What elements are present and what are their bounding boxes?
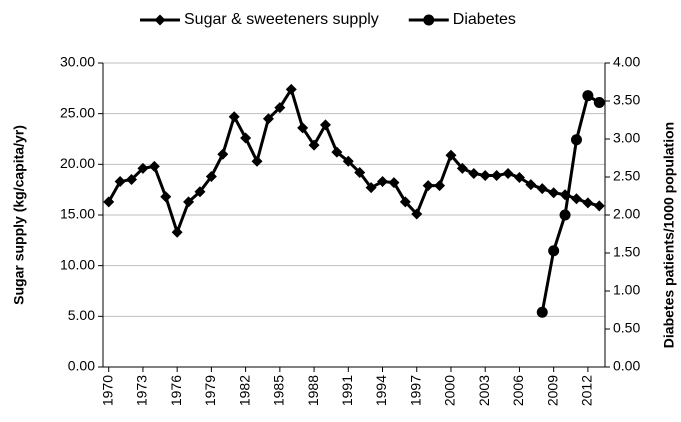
data-point bbox=[160, 191, 172, 203]
data-point bbox=[103, 196, 115, 208]
x-tick-label: 1991 bbox=[339, 375, 355, 406]
data-point bbox=[422, 180, 434, 192]
data-point bbox=[491, 169, 503, 181]
x-tick-label: 1970 bbox=[99, 375, 115, 406]
data-point bbox=[593, 97, 605, 109]
data-point bbox=[274, 102, 286, 114]
data-point bbox=[354, 166, 366, 178]
data-point bbox=[342, 155, 354, 167]
data-point bbox=[240, 132, 252, 144]
x-tick-label: 1976 bbox=[168, 375, 184, 406]
y-axis-title: Sugar supply (kg/capita/yr) bbox=[11, 125, 27, 305]
data-point bbox=[525, 179, 537, 191]
data-point bbox=[434, 180, 446, 192]
data-point bbox=[570, 134, 582, 146]
data-point bbox=[548, 245, 560, 257]
y2-tick-label: 0.50 bbox=[613, 320, 640, 336]
data-point bbox=[388, 177, 400, 189]
y2-tick-label: 3.50 bbox=[613, 92, 640, 108]
legend-label: Diabetes bbox=[453, 11, 516, 28]
x-tick-label: 2006 bbox=[510, 375, 526, 406]
data-point bbox=[297, 122, 309, 134]
data-point bbox=[228, 111, 240, 123]
data-point bbox=[536, 306, 548, 318]
data-point bbox=[570, 193, 582, 205]
data-point bbox=[399, 196, 411, 208]
data-point bbox=[331, 146, 343, 158]
y2-axis-title: Diabetes patients/1000 population bbox=[661, 122, 677, 348]
data-point bbox=[479, 169, 491, 181]
data-point bbox=[468, 167, 480, 179]
data-point bbox=[262, 113, 274, 125]
data-point bbox=[114, 176, 126, 188]
y2-tick-label: 1.00 bbox=[613, 282, 640, 298]
data-point bbox=[377, 176, 389, 188]
y2-tick-label: 2.00 bbox=[613, 206, 640, 222]
data-point bbox=[536, 183, 548, 195]
x-tick-label: 1979 bbox=[202, 375, 218, 406]
series-line bbox=[107, 85, 600, 237]
y2-tick-label: 0.00 bbox=[613, 358, 640, 374]
y-tick-label: 10.00 bbox=[60, 256, 95, 272]
x-tick-label: 1982 bbox=[236, 375, 252, 406]
x-tick-label: 1997 bbox=[407, 375, 423, 406]
y-tick-label: 15.00 bbox=[60, 206, 95, 222]
y-tick-label: 25.00 bbox=[60, 104, 95, 120]
data-point bbox=[148, 160, 160, 172]
x-tick-label: 2009 bbox=[544, 375, 560, 406]
y-tick-label: 5.00 bbox=[68, 307, 95, 323]
data-point bbox=[502, 167, 514, 179]
data-point bbox=[365, 182, 377, 194]
data-point bbox=[217, 148, 229, 160]
data-point bbox=[593, 200, 605, 212]
data-point bbox=[251, 155, 263, 167]
x-tick-label: 2000 bbox=[442, 375, 458, 406]
legend-label: Sugar & sweeteners supply bbox=[184, 11, 379, 28]
y2-tick-label: 3.00 bbox=[613, 130, 640, 146]
data-point bbox=[194, 186, 206, 198]
legend-marker bbox=[423, 14, 435, 26]
data-point bbox=[319, 119, 331, 131]
data-point bbox=[445, 149, 457, 161]
x-tick-label: 2012 bbox=[579, 375, 595, 406]
y2-tick-label: 4.00 bbox=[613, 54, 640, 70]
y-tick-label: 0.00 bbox=[68, 358, 95, 374]
data-point bbox=[137, 162, 149, 174]
x-tick-label: 1973 bbox=[134, 375, 150, 406]
data-point bbox=[171, 226, 183, 238]
x-tick-label: 1994 bbox=[373, 375, 389, 406]
data-point bbox=[456, 162, 468, 174]
data-point bbox=[548, 187, 560, 199]
data-point bbox=[308, 139, 320, 151]
y-tick-label: 30.00 bbox=[60, 54, 95, 70]
data-point bbox=[559, 209, 571, 221]
data-point bbox=[126, 174, 138, 186]
y2-tick-label: 1.50 bbox=[613, 244, 640, 260]
data-point bbox=[205, 170, 217, 182]
data-point bbox=[582, 90, 594, 102]
y2-tick-label: 2.50 bbox=[613, 168, 640, 184]
x-tick-label: 1985 bbox=[271, 375, 287, 406]
x-tick-label: 1988 bbox=[305, 375, 321, 406]
data-point bbox=[582, 197, 594, 209]
legend-marker bbox=[154, 14, 166, 26]
data-point bbox=[411, 208, 423, 220]
data-point bbox=[513, 172, 525, 184]
x-tick-label: 2003 bbox=[476, 375, 492, 406]
data-point bbox=[285, 83, 297, 95]
data-point bbox=[183, 196, 195, 208]
y-tick-label: 20.00 bbox=[60, 155, 95, 171]
